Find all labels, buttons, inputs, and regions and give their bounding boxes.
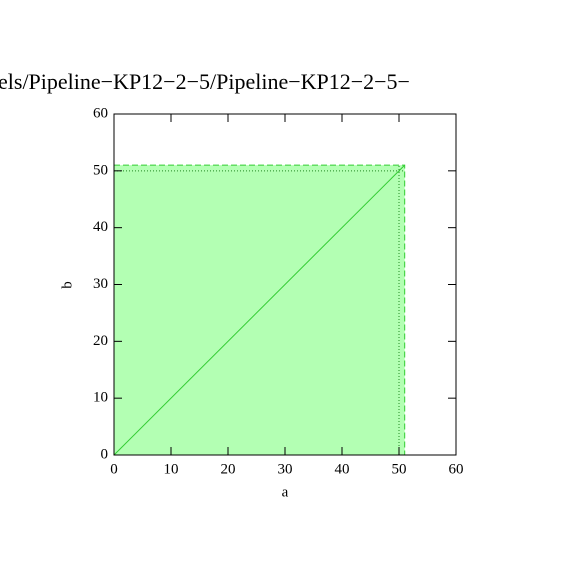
y-tick-label: 20 [93, 333, 108, 349]
chart-title: els/Pipeline−KP12−2−5/Pipeline−KP12−2−5− [0, 69, 410, 94]
y-tick-label: 30 [93, 276, 108, 292]
line [113, 164, 406, 456]
y-tick-label: 60 [93, 105, 108, 121]
y-tick-label: 40 [93, 219, 108, 235]
x-tick-label: 30 [278, 461, 293, 477]
y-axis-label: b [59, 281, 75, 289]
x-axis-label: a [282, 484, 289, 500]
y-tick-label: 0 [101, 446, 109, 462]
x-tick-label: 50 [392, 461, 407, 477]
x-tick-label: 60 [449, 461, 464, 477]
y-tick-label: 10 [93, 390, 108, 406]
y-tick-label: 50 [93, 162, 108, 178]
x-tick-label: 40 [335, 461, 350, 477]
x-tick-label: 20 [221, 461, 236, 477]
x-tick-label: 10 [164, 461, 179, 477]
x-tick-label: 0 [110, 461, 118, 477]
